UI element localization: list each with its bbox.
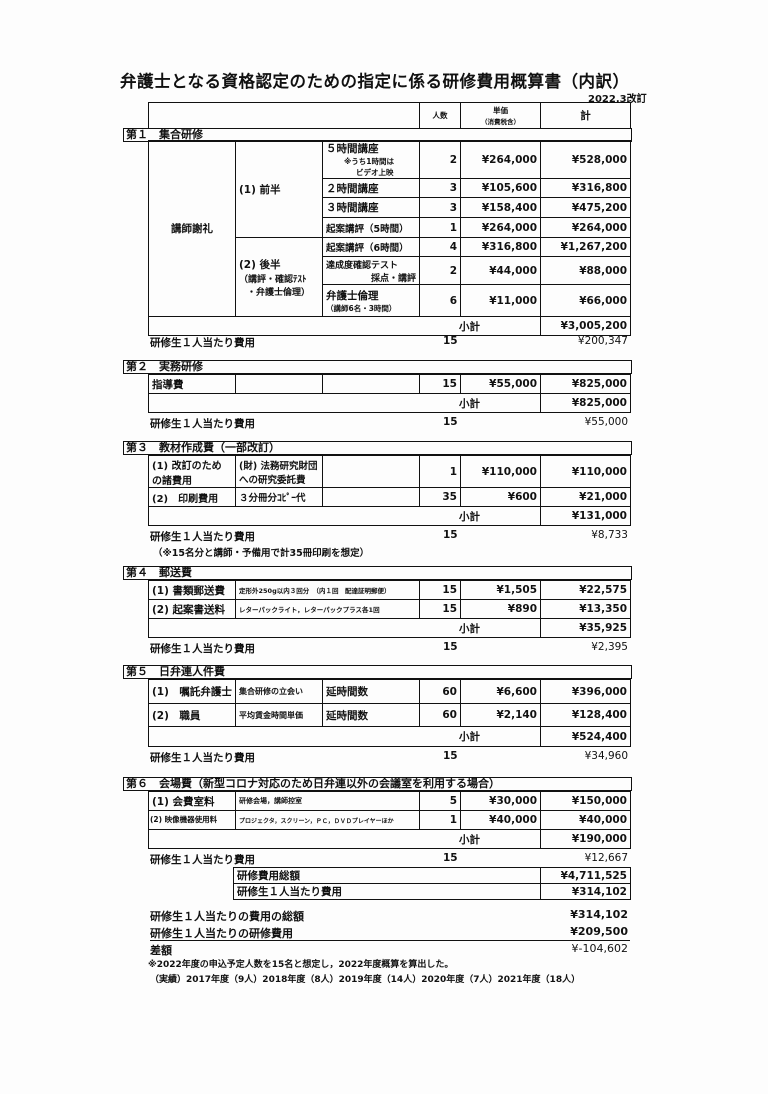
document-title: 弁護士となる資格認定のための指定に係る研修費用概算書（内訳）	[120, 72, 630, 91]
summary-training-per-person: 研修生１人当たりの研修費用 ¥209,500	[150, 925, 630, 941]
per-person-row: 研修生１人当たり費用 15 ¥34,960	[150, 750, 628, 764]
table-row: 指導費 15 ¥55,000 ¥825,000	[148, 374, 631, 394]
section-6-table: (1) 会費室料 研修会場，講師控室 5 ¥30,000 ¥150,000 (2) 映像…	[148, 791, 631, 849]
section-3-note: （※15名分と講師・予備用で計35冊印刷を想定）	[153, 548, 370, 559]
per-person-row: 研修生１人当たり費用 15 ¥12,667	[150, 852, 628, 866]
second-half-label: (2) 後半 （講評・確認ﾃｽﾄ ・弁護士倫理）	[235, 237, 323, 317]
summary-total-per-person: 研修生１人当たりの費用の総額 ¥314,102	[150, 908, 628, 923]
section-5-table: (1) 嘱託弁護士 集合研修の立会い 延時間数 60 ¥6,600 ¥396,000 (2…	[148, 679, 631, 747]
header-unit-price: 単価 （消費税含）	[460, 102, 542, 129]
section-6-header: 第６ 会場費（新型コロナ対応のため日弁連以外の会議室を利用する場合）	[123, 777, 632, 791]
section-4-header: 第４ 郵送費	[123, 566, 632, 580]
table-row: (2) 起案書送料 レターパックライト，レターパックプラス各1回 15 ¥890 ¥13…	[148, 599, 632, 619]
table-row: 達成度確認テスト 採点・講評 2 ¥44,000 ¥88,000	[149, 256, 632, 285]
table-row: (1) 会費室料 研修会場，講師控室 5 ¥30,000 ¥150,000	[148, 791, 631, 811]
per-person-row: 研修生１人当たり費用 15 ¥55,000	[150, 416, 628, 430]
header-row: 人数 単価 （消費税含） 計	[147, 102, 632, 129]
total-per-person-row: 研修生１人当たり費用 ¥314,102	[233, 883, 631, 900]
section-1-header: 第１ 集合研修	[123, 128, 632, 142]
table-row: 弁護士倫理 （講師6名・3時間） 6 ¥11,000 ¥66,000	[149, 284, 632, 317]
category-label: 講師謝礼	[148, 140, 236, 317]
header-total: 計	[540, 102, 632, 129]
first-half-label: (1) 前半	[235, 140, 323, 238]
per-person-row: 研修生１人当たり費用 15 ¥200,347	[150, 335, 628, 349]
table-row: (2) 印刷費用 ３分冊分ｺﾋﾟｰ代 35 ¥600 ¥21,000	[148, 487, 631, 507]
subtotal-row: 小計 ¥190,000	[148, 829, 631, 849]
footnote-estimate: ※2022年度の申込予定人数を15名と想定し，2022年度概算を算出した。	[148, 960, 454, 970]
table-row: (1) 改訂のため の諸費用 (財) 法務研究財団 への研究委託費 1 ¥110,000 ¥…	[148, 455, 631, 488]
total-cost-row: 研修費用総額 ¥4,711,525	[233, 867, 631, 884]
section-5-header: 第５ 日弁連人件費	[123, 665, 632, 679]
per-person-row: 研修生１人当たり費用 15 ¥8,733	[150, 529, 628, 543]
summary-difference: 差額 ¥-104,602	[150, 942, 628, 957]
table-row: ３時間講座 3 ¥158,400 ¥475,200	[149, 197, 632, 218]
table-row: (2) 映像機器使用料 プロジェクタ，スクリーン，ＰＣ，ＤＶＤプレイヤーほか 1 ¥4…	[148, 810, 631, 830]
section-2-header: 第２ 実務研修	[123, 360, 632, 374]
section-2-table: 指導費 15 ¥55,000 ¥825,000 小計 ¥825,000	[148, 374, 631, 413]
subtotal-row: 小計 ¥524,400	[148, 726, 631, 747]
table-row: 起案講評（5時間） 1 ¥264,000 ¥264,000	[149, 217, 632, 238]
revision-date: 2022.3改訂	[588, 94, 647, 105]
per-person-row: 研修生１人当たり費用 15 ¥2,395	[150, 641, 628, 655]
subtotal-row: 小計 ¥3,005,200	[147, 316, 632, 336]
table-row: ２時間講座 3 ¥105,600 ¥316,800	[149, 178, 632, 198]
subtotal-row: 小計 ¥35,925	[147, 618, 632, 638]
section-4-table: (1) 書類郵送費 定形外250g以内３回分 （内１回 配達証明郵便） 15 ¥1,5…	[147, 580, 632, 638]
table-row: 講師謝礼 (1) 前半 ５時間講座 ※うち1時間は ビデオ上映 2 ¥264,000 ¥…	[148, 140, 632, 317]
section-3-table: (1) 改訂のため の諸費用 (財) 法務研究財団 への研究委託費 1 ¥110,000 ¥…	[148, 455, 631, 526]
subtotal-row: 小計 ¥131,000	[148, 506, 631, 526]
table-row: (1) 嘱託弁護士 集合研修の立会い 延時間数 60 ¥6,600 ¥396,000	[148, 679, 631, 704]
footnote-actuals: （実績）2017年度（9人）2018年度（8人）2019年度（14人）2020年…	[150, 975, 581, 985]
totals-table: 研修費用総額 ¥4,711,525 研修生１人当たり費用 ¥314,102	[233, 867, 631, 900]
table-row: (1) 書類郵送費 定形外250g以内３回分 （内１回 配達証明郵便） 15 ¥1,5…	[148, 580, 632, 600]
header-count: 人数	[419, 102, 462, 129]
section-3-header: 第３ 教材作成費（一部改訂）	[123, 441, 632, 455]
table-row: (2) 職員 平均賃金時間単価 延時間数 60 ¥2,140 ¥128,400	[148, 703, 631, 727]
section-1-table: 人数 単価 （消費税含） 計 講師謝礼 (1) 前半 ５時間講座 ※うち1時間は ビデ…	[147, 102, 632, 336]
subtotal-row: 小計 ¥825,000	[148, 393, 631, 413]
